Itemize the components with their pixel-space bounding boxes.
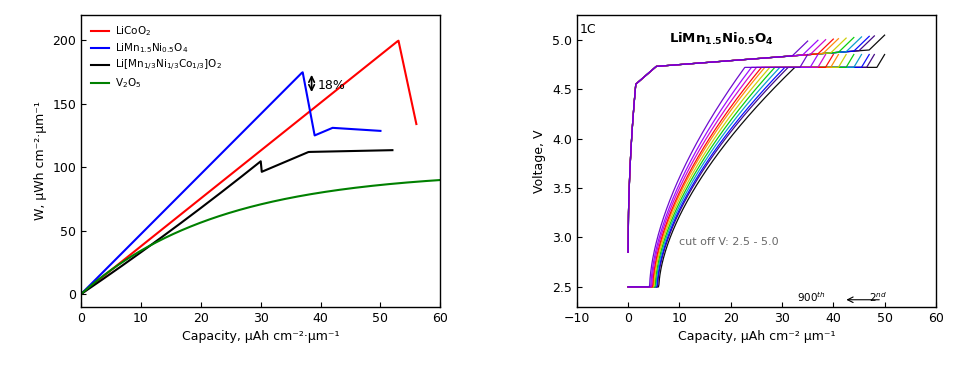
Legend: LiCoO$_2$, LiMn$_{1.5}$Ni$_{0.5}$O$_4$, Li[Mn$_{1/3}$Ni$_{1/3}$Co$_{1/3}$]O$_2$,: LiCoO$_2$, LiMn$_{1.5}$Ni$_{0.5}$O$_4$, … <box>86 20 225 94</box>
Y-axis label: Voltage, V: Voltage, V <box>533 129 546 193</box>
Text: $\bf{LiMn_{1.5}Ni_{0.5}O_4}$: $\bf{LiMn_{1.5}Ni_{0.5}O_4}$ <box>669 31 774 47</box>
Y-axis label: W, μWh cm⁻²·μm⁻¹: W, μWh cm⁻²·μm⁻¹ <box>33 101 47 220</box>
Text: 18%: 18% <box>318 79 346 92</box>
Text: 900$^{th}$: 900$^{th}$ <box>797 290 826 304</box>
Text: cut off V: 2.5 - 5.0: cut off V: 2.5 - 5.0 <box>679 237 779 247</box>
Text: 1C: 1C <box>580 23 596 36</box>
X-axis label: Capacity, μAh cm⁻²·μm⁻¹: Capacity, μAh cm⁻²·μm⁻¹ <box>182 330 339 343</box>
Text: 2$^{nd}$: 2$^{nd}$ <box>869 290 887 304</box>
X-axis label: Capacity, μAh cm⁻² μm⁻¹: Capacity, μAh cm⁻² μm⁻¹ <box>678 330 835 343</box>
